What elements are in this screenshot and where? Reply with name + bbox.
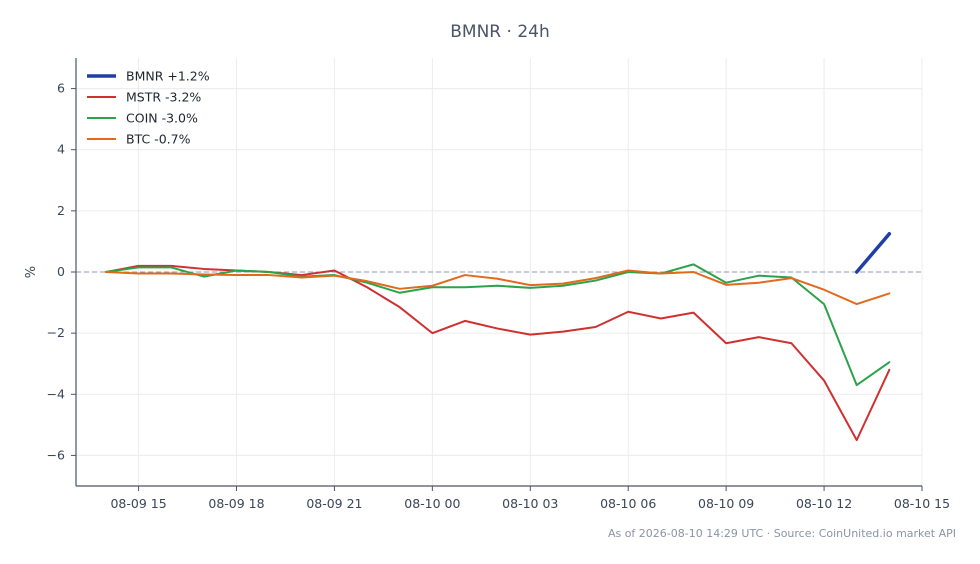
x-tick-label: 08-10 03 [502,496,558,511]
y-tick-label: 4 [57,142,65,157]
x-tick-label: 08-09 21 [306,496,362,511]
y-tick-label: −6 [47,447,65,462]
x-tick-label: 08-10 06 [600,496,656,511]
y-tick-label: −4 [47,386,65,401]
chart-title: BMNR · 24h [450,22,549,42]
series-line-btc [104,269,891,306]
legend-label-coin: COIN -3.0% [126,111,198,126]
y-axis-label: % [24,266,39,278]
y-tick-label: 6 [57,81,65,96]
x-tick-label: 08-10 09 [698,496,754,511]
legend-label-bmnr: BMNR +1.2% [126,69,210,84]
series-group [104,232,892,442]
series-line-coin [104,263,891,387]
x-tick-label: 08-09 15 [110,496,166,511]
y-tick-label: −2 [47,325,65,340]
y-tick-label: 2 [57,203,65,218]
x-tick-label: 08-09 18 [208,496,264,511]
x-tick-label: 08-10 12 [796,496,852,511]
x-tick-label: 08-10 00 [404,496,460,511]
series-line-bmnr [854,232,892,274]
legend: BMNR +1.2% MSTR -3.2% COIN -3.0% BTC -0.7% [87,69,210,147]
x-axis: 08-09 15 08-09 18 08-09 21 08-10 00 08-10 03… [110,486,950,511]
y-tick-label: 0 [57,264,65,279]
legend-label-mstr: MSTR -3.2% [126,90,201,105]
grid [76,58,923,486]
legend-label-btc: BTC -0.7% [126,132,191,147]
footer-source: As of 2026-08-10 14:29 UTC · Source: Coi… [608,527,956,540]
y-axis: −6 −4 −2 0 2 4 6 [47,81,76,462]
series-line-mstr [104,264,891,442]
x-tick-label: 08-10 15 [894,496,950,511]
